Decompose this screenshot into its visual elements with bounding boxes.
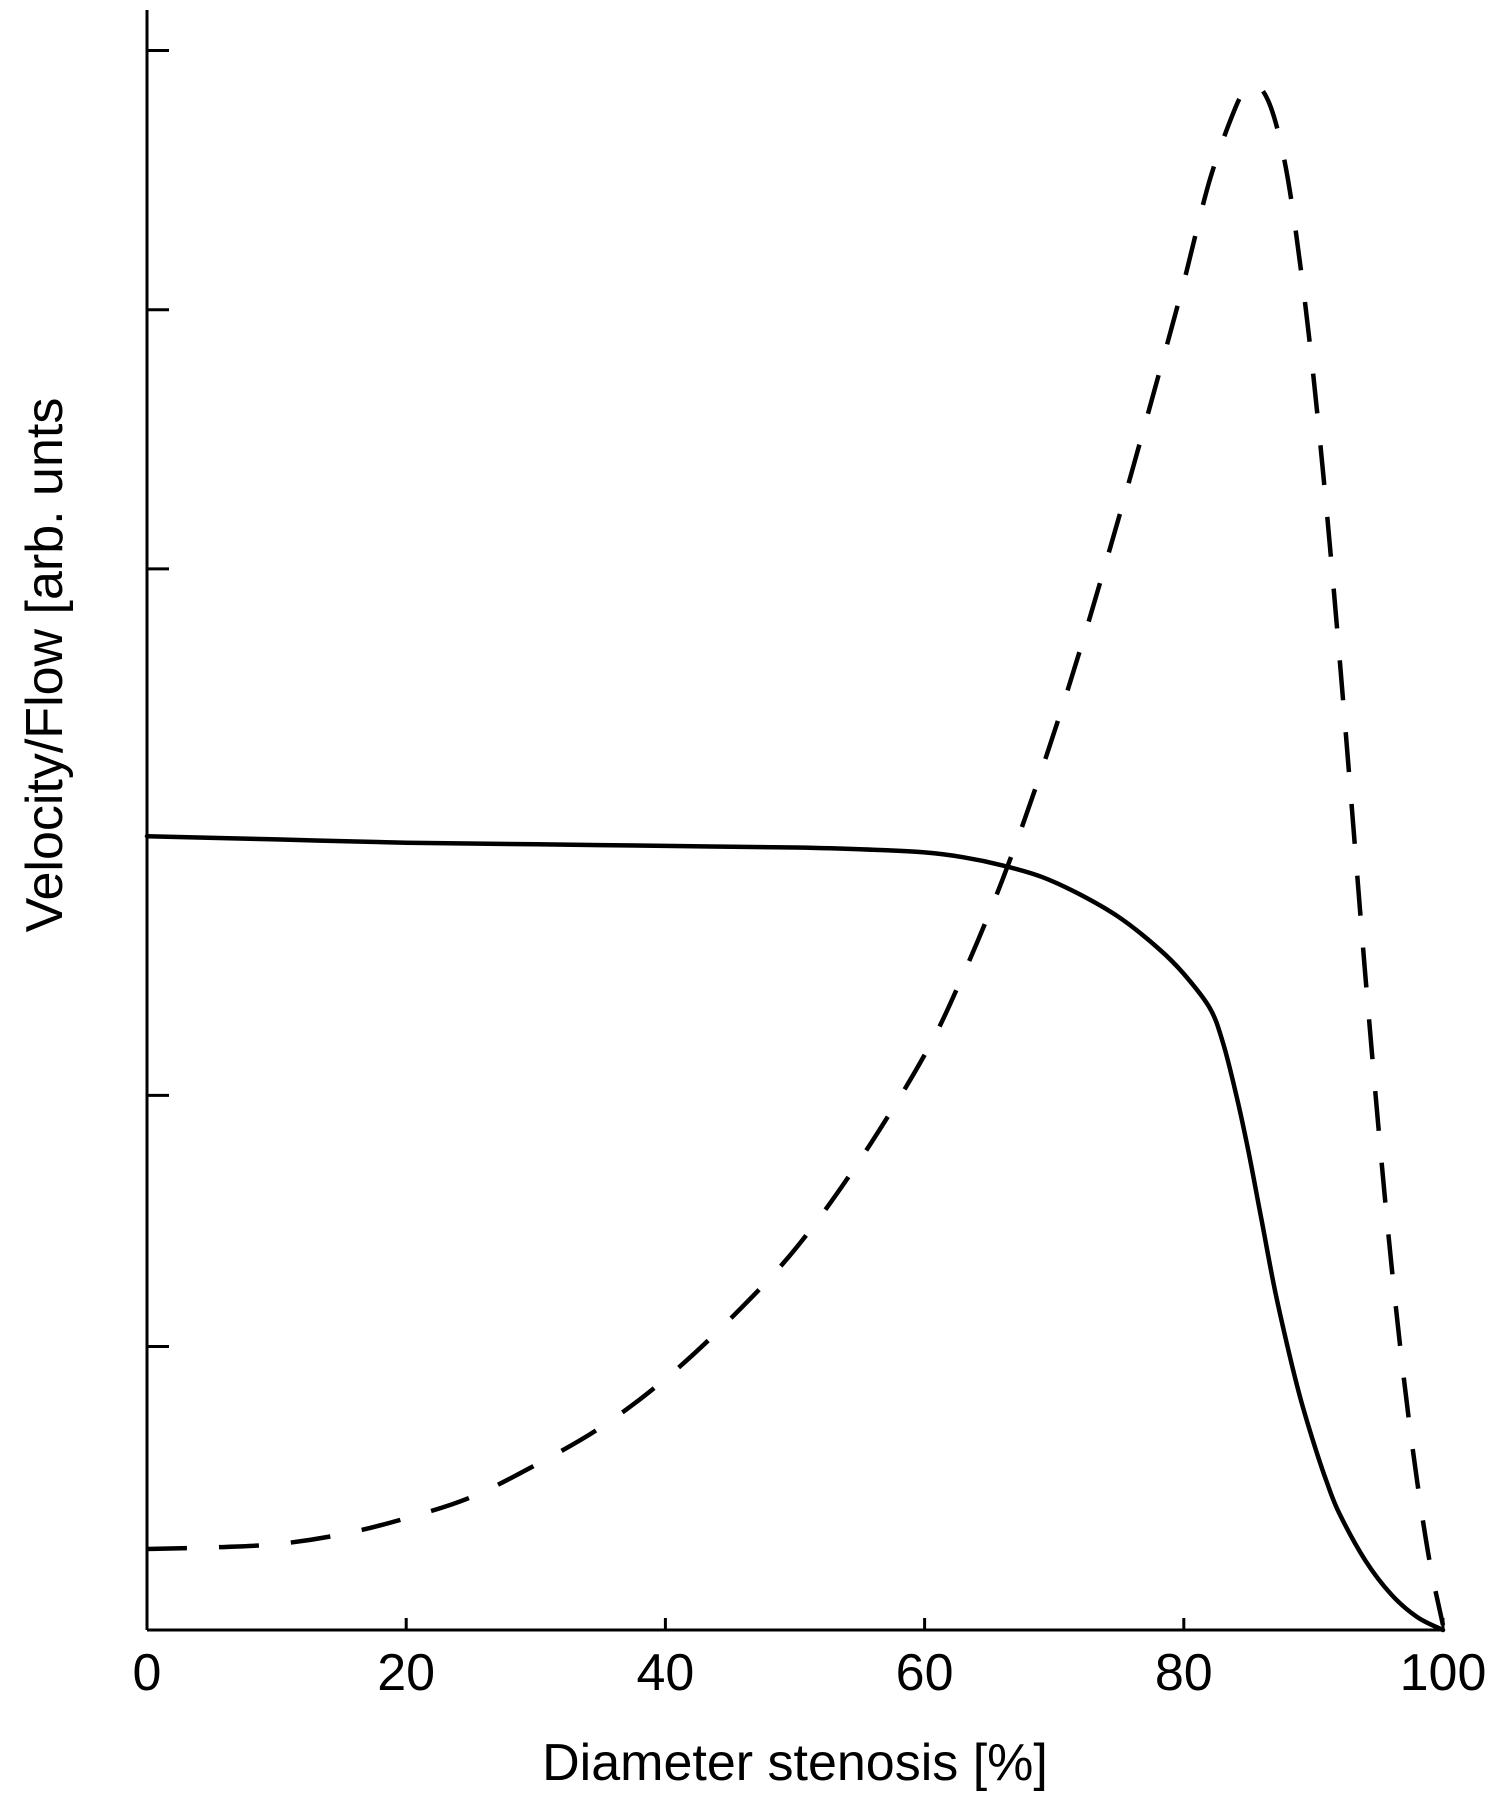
- series-dashed-line: [146, 83, 1446, 1626]
- x-tick-label: 40: [636, 1644, 694, 1702]
- y-axis-title: Velocity/Flow [arb. unts: [16, 398, 74, 933]
- series-group: [144, 83, 1446, 1633]
- series-solid-line: [144, 833, 1446, 1633]
- x-tick-label: 0: [133, 1644, 162, 1702]
- x-tick-label: 20: [377, 1644, 435, 1702]
- x-tick-label: 80: [1155, 1644, 1213, 1702]
- y-ticks: [147, 49, 169, 1551]
- x-axis-title: Diameter stenosis [%]: [542, 1734, 1048, 1792]
- x-tick-label: 60: [896, 1644, 954, 1702]
- plot-area: 0 20 40 60 80 100: [133, 10, 1487, 1702]
- x-tick-label: 100: [1400, 1644, 1487, 1702]
